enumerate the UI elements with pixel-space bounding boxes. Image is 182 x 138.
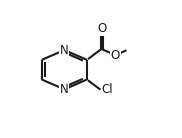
Text: N: N [60, 83, 69, 96]
Text: Cl: Cl [101, 83, 113, 96]
Text: O: O [98, 22, 107, 35]
Text: N: N [60, 43, 69, 57]
Text: O: O [111, 49, 120, 62]
